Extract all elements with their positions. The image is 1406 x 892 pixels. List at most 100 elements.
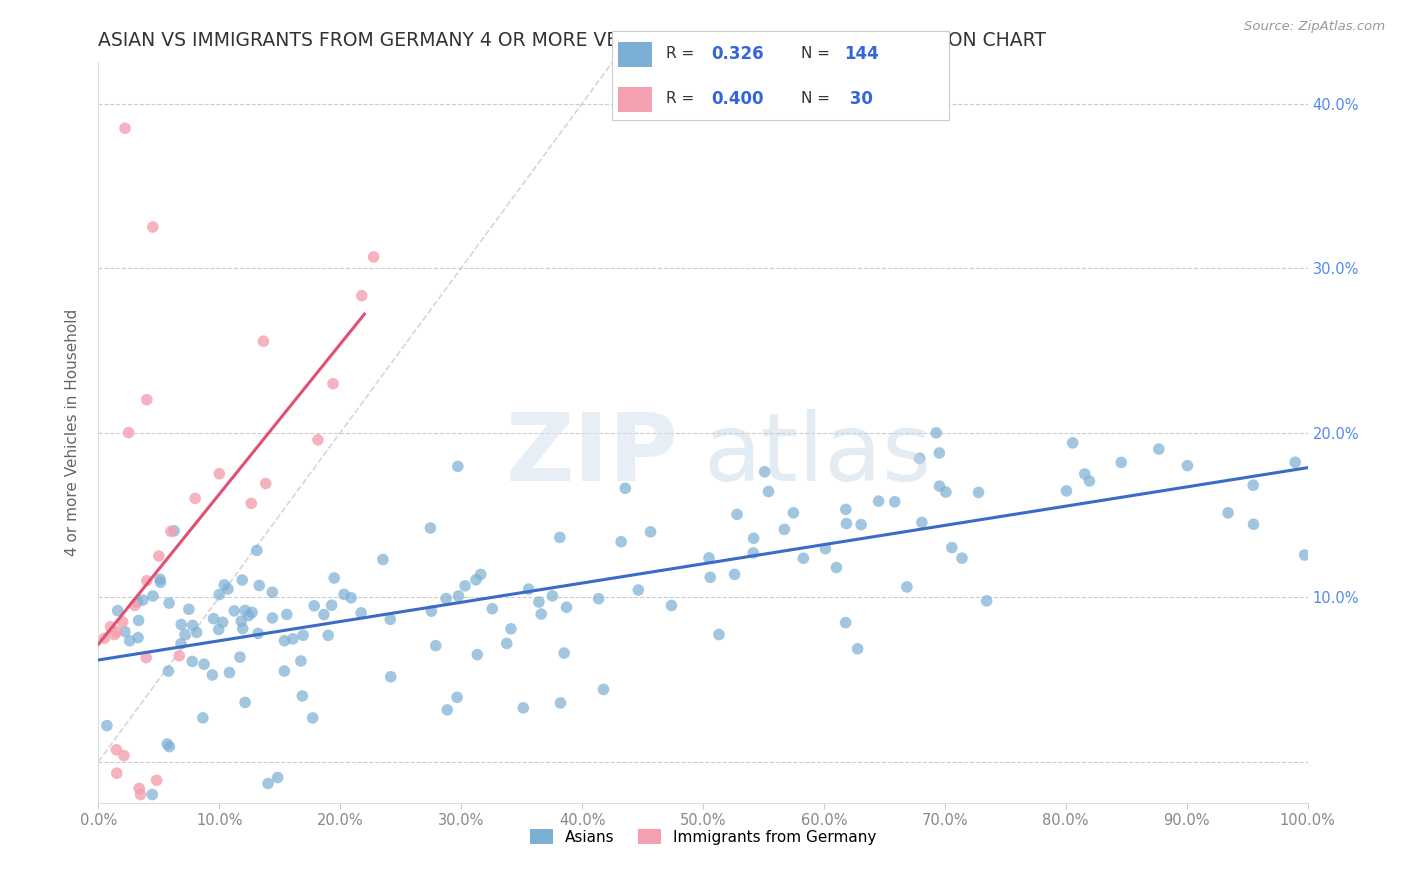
- Point: [640, 524, 662, 539]
- Point: [614, 481, 637, 495]
- Point: [723, 567, 745, 582]
- Point: [132, 593, 155, 607]
- Point: [782, 506, 804, 520]
- Point: [588, 591, 610, 606]
- Point: [218, 665, 240, 680]
- Point: [1074, 467, 1097, 481]
- Point: [174, 627, 197, 641]
- Point: [191, 711, 214, 725]
- Point: [262, 585, 284, 599]
- Point: [322, 376, 344, 391]
- Point: [145, 773, 167, 788]
- Point: [157, 664, 180, 678]
- Point: [181, 655, 204, 669]
- Point: [976, 594, 998, 608]
- Point: [928, 446, 950, 460]
- Point: [742, 546, 765, 560]
- Point: [247, 626, 270, 640]
- Point: [307, 433, 329, 447]
- Point: [156, 737, 179, 751]
- Point: [302, 599, 325, 613]
- Point: [425, 639, 447, 653]
- Point: [312, 607, 335, 622]
- Point: [149, 575, 172, 590]
- Point: [555, 600, 578, 615]
- Point: [447, 459, 470, 474]
- Point: [814, 541, 837, 556]
- Point: [128, 781, 150, 796]
- Point: [380, 670, 402, 684]
- Point: [135, 392, 157, 407]
- Point: [246, 543, 269, 558]
- Text: Source: ZipAtlas.com: Source: ZipAtlas.com: [1244, 20, 1385, 33]
- Point: [661, 599, 683, 613]
- Point: [499, 622, 522, 636]
- Point: [835, 502, 858, 516]
- Point: [103, 627, 125, 641]
- Point: [908, 451, 931, 466]
- Y-axis label: 4 or more Vehicles in Household: 4 or more Vehicles in Household: [65, 309, 80, 557]
- Point: [1294, 548, 1316, 562]
- Point: [925, 425, 948, 440]
- Point: [238, 608, 260, 623]
- Point: [240, 496, 263, 510]
- Point: [434, 591, 457, 606]
- Point: [208, 588, 231, 602]
- Point: [316, 628, 339, 642]
- Point: [208, 467, 231, 481]
- Bar: [619, 87, 652, 112]
- Point: [967, 485, 990, 500]
- Point: [118, 633, 141, 648]
- Point: [465, 573, 488, 587]
- Point: [592, 682, 614, 697]
- Point: [240, 606, 263, 620]
- Point: [446, 690, 468, 705]
- Point: [1241, 478, 1264, 492]
- Point: [157, 596, 180, 610]
- Point: [273, 633, 295, 648]
- Point: [254, 476, 277, 491]
- Point: [371, 552, 394, 566]
- Point: [118, 425, 141, 440]
- Point: [773, 522, 796, 536]
- Point: [321, 599, 343, 613]
- Point: [454, 579, 477, 593]
- Point: [129, 788, 152, 802]
- Point: [834, 615, 856, 630]
- Text: ASIAN VS IMMIGRANTS FROM GERMANY 4 OR MORE VEHICLES IN HOUSEHOLD CORRELATION CHA: ASIAN VS IMMIGRANTS FROM GERMANY 4 OR MO…: [98, 30, 1046, 50]
- Point: [517, 582, 540, 596]
- Point: [202, 612, 225, 626]
- Bar: [619, 42, 652, 67]
- Point: [350, 606, 373, 620]
- Point: [177, 602, 200, 616]
- Point: [883, 495, 905, 509]
- Point: [105, 743, 128, 757]
- Text: atlas: atlas: [703, 409, 931, 500]
- Point: [291, 689, 314, 703]
- Point: [1056, 483, 1078, 498]
- Point: [699, 570, 721, 584]
- Point: [252, 334, 274, 348]
- Point: [148, 549, 170, 563]
- Point: [550, 696, 572, 710]
- Point: [157, 739, 180, 754]
- Point: [231, 614, 253, 628]
- Point: [181, 618, 204, 632]
- Point: [754, 465, 776, 479]
- Point: [825, 560, 848, 574]
- Point: [105, 624, 128, 639]
- Point: [135, 650, 157, 665]
- Point: [301, 711, 323, 725]
- Text: N =: N =: [800, 91, 834, 106]
- Point: [363, 250, 385, 264]
- Point: [627, 582, 650, 597]
- Point: [170, 637, 193, 651]
- Point: [541, 589, 564, 603]
- Point: [186, 625, 208, 640]
- Point: [214, 578, 236, 592]
- Point: [193, 657, 215, 672]
- Point: [100, 620, 122, 634]
- Point: [530, 607, 553, 621]
- Point: [184, 491, 207, 506]
- Text: 30: 30: [845, 89, 873, 108]
